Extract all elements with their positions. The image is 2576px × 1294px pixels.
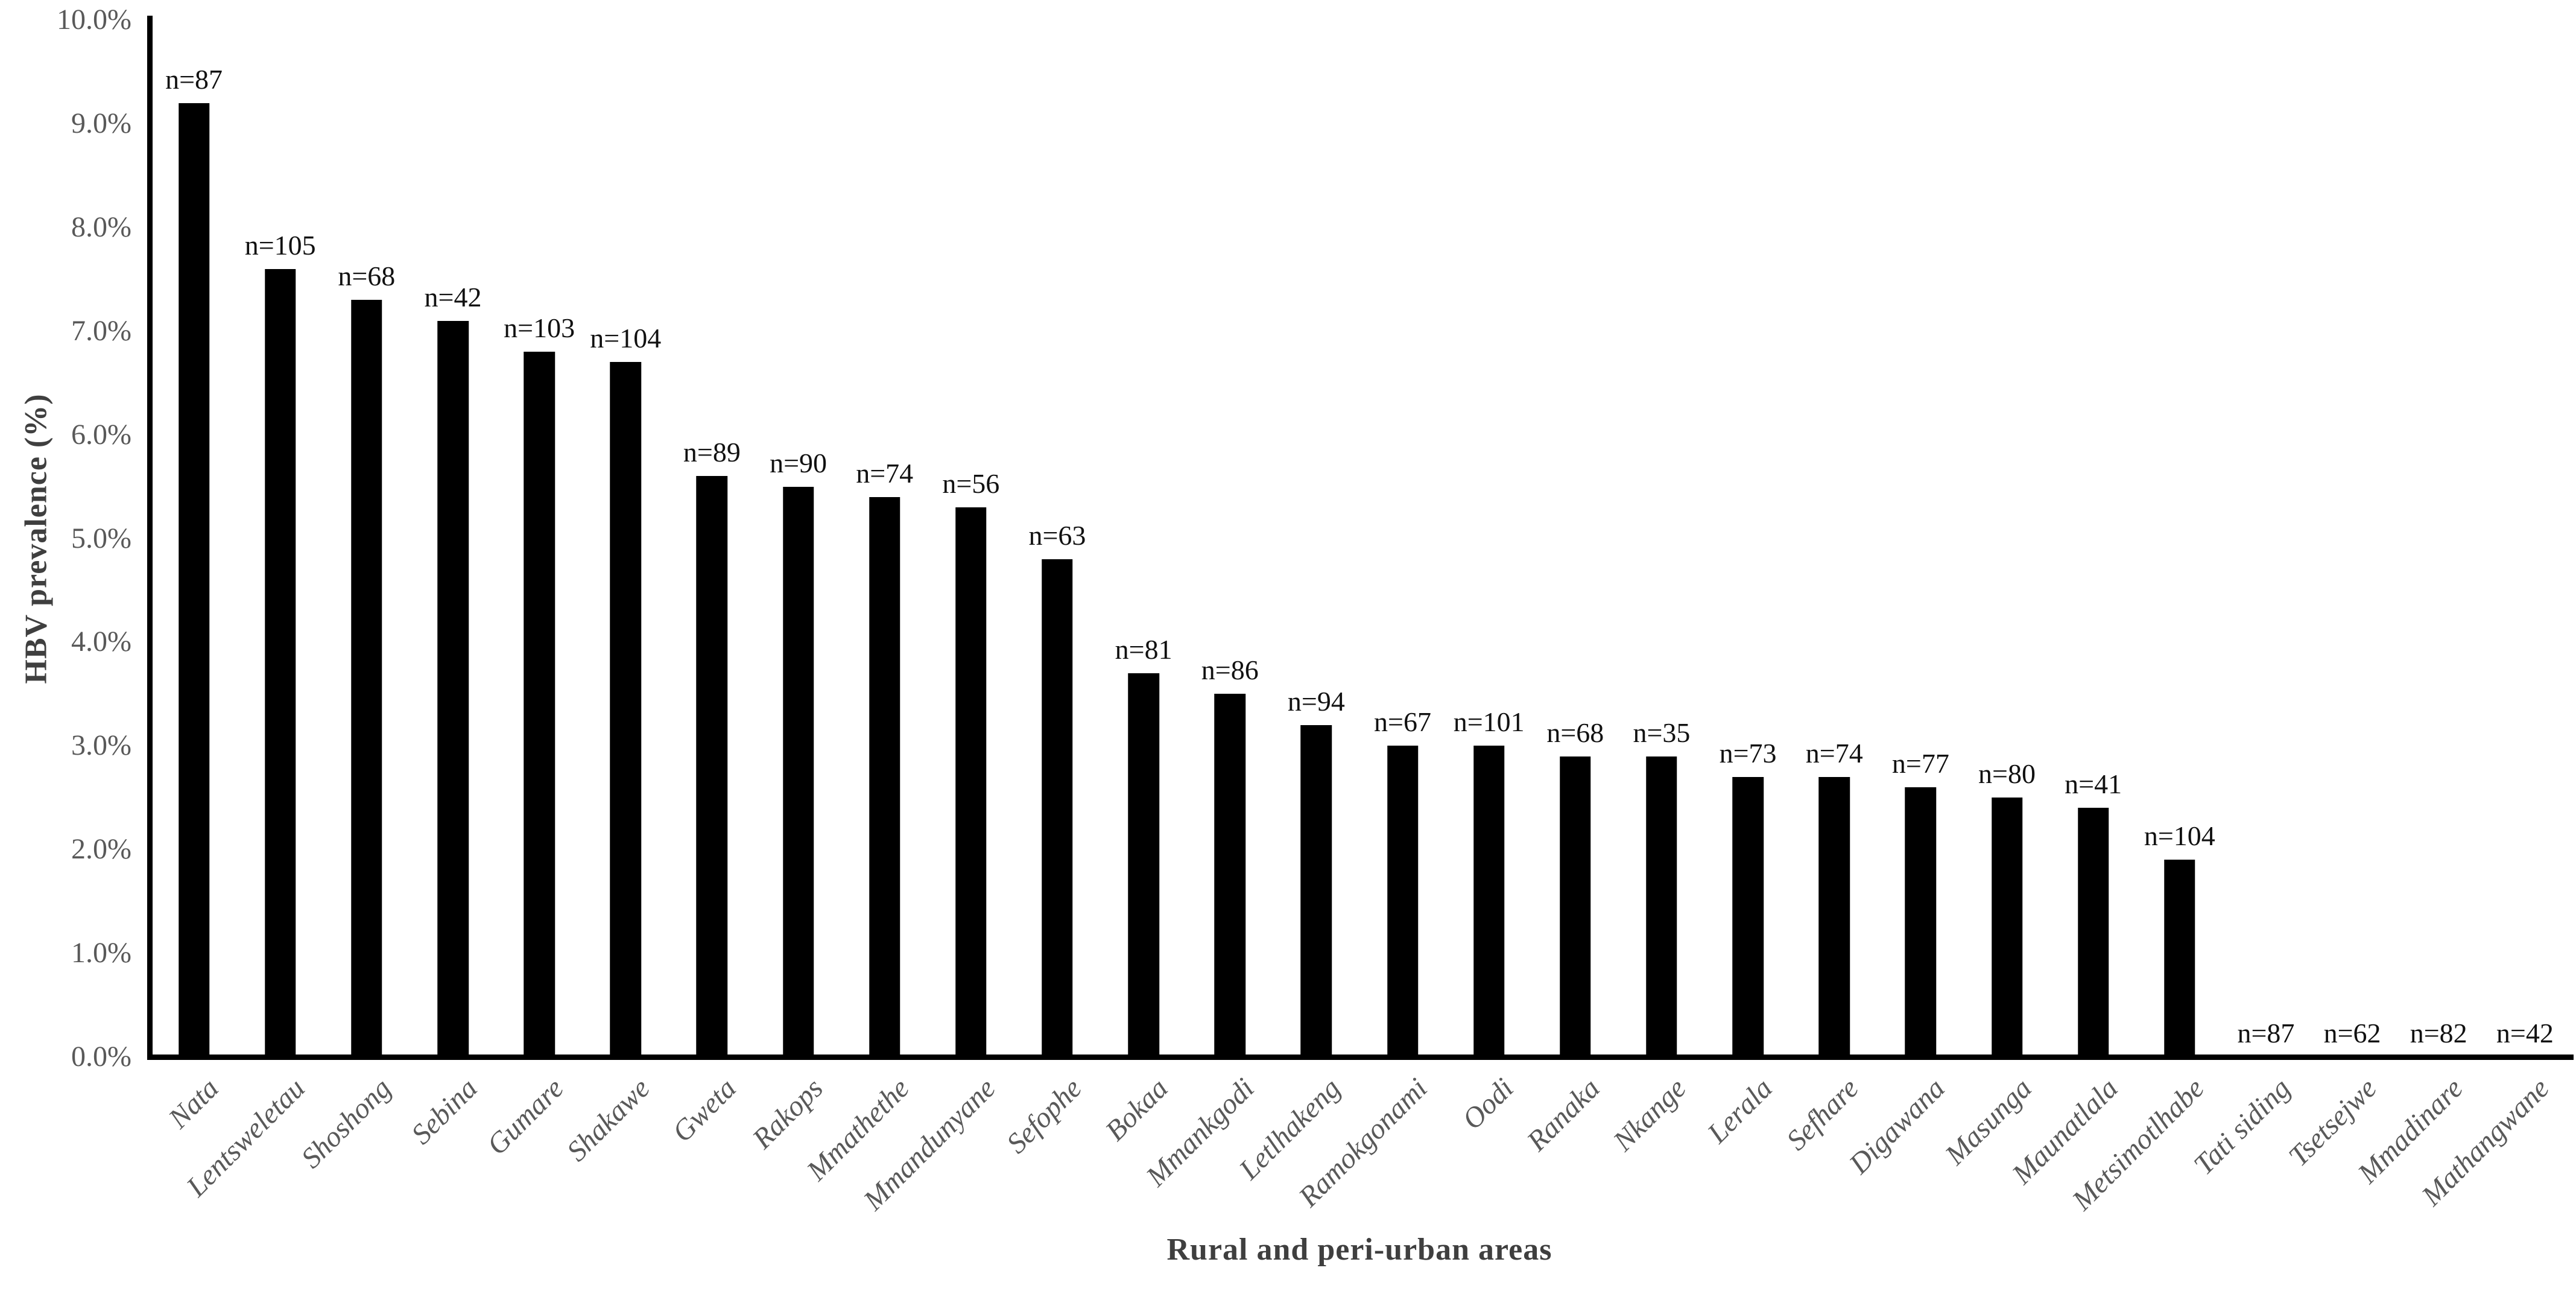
bar-slot: n=81	[1101, 20, 1187, 1057]
bar-n-label: n=105	[244, 229, 316, 261]
y-tick-label: 7.0%	[71, 314, 131, 347]
bar	[351, 300, 382, 1057]
bar-slot: n=74	[841, 20, 928, 1057]
y-tick-label: 5.0%	[71, 522, 131, 554]
y-tick-label: 3.0%	[71, 729, 131, 762]
bar-slot: n=42	[2482, 20, 2568, 1057]
y-tick-label: 8.0%	[71, 211, 131, 243]
bar	[1732, 776, 1764, 1057]
bar-n-label: n=101	[1453, 706, 1525, 738]
bar-n-label: n=67	[1374, 706, 1432, 738]
bar	[2164, 860, 2195, 1057]
bar-slot: n=101	[1446, 20, 1532, 1057]
bar-slot: n=56	[928, 20, 1014, 1057]
bar-n-label: n=82	[2410, 1018, 2467, 1048]
y-tick-label: 6.0%	[71, 418, 131, 451]
bar-n-label: n=87	[2237, 1018, 2295, 1048]
bar-slot: n=68	[1532, 20, 1618, 1057]
bar-slot: n=104	[583, 20, 669, 1057]
x-axis-title: Rural and peri-urban areas	[1166, 1232, 1552, 1267]
bar-n-label: n=94	[1287, 685, 1345, 717]
bar-n-label: n=42	[2496, 1018, 2554, 1048]
bar-n-label: n=81	[1115, 633, 1172, 665]
bar-slot: n=87	[2223, 20, 2309, 1057]
y-axis-line	[147, 16, 153, 1060]
bar-slot: n=80	[1964, 20, 2050, 1057]
bar-slot: n=62	[2309, 20, 2396, 1057]
bar-n-label: n=90	[770, 447, 828, 478]
bar-n-label: n=104	[590, 323, 662, 354]
bar	[437, 320, 469, 1057]
bar-slot: n=87	[151, 20, 237, 1057]
bar	[869, 496, 900, 1057]
bar-slot: n=63	[1014, 20, 1100, 1057]
bar	[1905, 787, 1937, 1057]
bar-slot: n=73	[1705, 20, 1791, 1057]
bar	[2077, 808, 2109, 1057]
bar-slot: n=35	[1618, 20, 1704, 1057]
bar-n-label: n=103	[504, 312, 575, 344]
bar	[1473, 746, 1505, 1057]
x-axis-line	[147, 1055, 2574, 1060]
y-tick-label: 0.0%	[71, 1041, 131, 1073]
bar-slot: n=41	[2050, 20, 2136, 1057]
bar	[1646, 756, 1677, 1057]
y-tick-label: 9.0%	[71, 107, 131, 139]
y-tick-label: 4.0%	[71, 626, 131, 658]
bar-n-label: n=42	[424, 281, 482, 312]
bar-n-label: n=104	[2144, 820, 2215, 852]
bar-n-label: n=80	[1978, 758, 2036, 790]
bar-n-label: n=41	[2065, 769, 2122, 800]
bar-n-label: n=87	[165, 63, 223, 95]
y-tick-label: 10.0%	[57, 4, 131, 36]
bar-slot: n=94	[1273, 20, 1359, 1057]
bar	[782, 486, 814, 1057]
bar	[1818, 776, 1850, 1057]
bar	[1128, 673, 1159, 1057]
bar	[696, 476, 728, 1057]
y-tick-label: 1.0%	[71, 937, 131, 969]
bar-n-label: n=89	[683, 437, 741, 468]
bar-n-label: n=86	[1201, 655, 1259, 686]
bar	[1387, 746, 1419, 1057]
bar-n-label: n=68	[338, 261, 396, 292]
bar-slot: n=105	[237, 20, 323, 1057]
bar	[1042, 559, 1073, 1057]
bar	[524, 352, 555, 1057]
bar-n-label: n=74	[856, 457, 914, 489]
bar-n-label: n=73	[1719, 737, 1777, 769]
bar	[1300, 725, 1332, 1057]
bar-slot: n=67	[1359, 20, 1446, 1057]
bar-n-label: n=77	[1891, 748, 1949, 779]
bar-slot: n=68	[323, 20, 410, 1057]
plot-area: n=87 n=105 n=68 n=42 n=103 n=104 n=89 n=90 n=74 n…	[151, 20, 2568, 1057]
bar	[1560, 756, 1591, 1057]
bar-slot: n=104	[2136, 20, 2223, 1057]
bar-slot: n=90	[755, 20, 841, 1057]
bar	[178, 103, 210, 1057]
bar	[955, 507, 987, 1057]
bar	[610, 362, 642, 1057]
bar-slot: n=77	[1878, 20, 1964, 1057]
bar	[1214, 694, 1246, 1057]
bar-n-label: n=63	[1028, 519, 1086, 551]
bar-slot: n=82	[2396, 20, 2482, 1057]
bar-slot: n=42	[410, 20, 496, 1057]
bar-n-label: n=56	[942, 468, 1000, 499]
bar-slot: n=74	[1791, 20, 1878, 1057]
bar-n-label: n=68	[1546, 717, 1604, 748]
bar-slot: n=89	[669, 20, 755, 1057]
bar	[264, 268, 296, 1057]
bar-n-label: n=62	[2323, 1018, 2381, 1048]
bar-n-label: n=74	[1805, 737, 1863, 769]
y-tick-label: 2.0%	[71, 833, 131, 866]
bar-slot: n=86	[1187, 20, 1273, 1057]
bar	[1991, 798, 2023, 1057]
bar-n-label: n=35	[1633, 717, 1691, 748]
bar-slot: n=103	[496, 20, 583, 1057]
